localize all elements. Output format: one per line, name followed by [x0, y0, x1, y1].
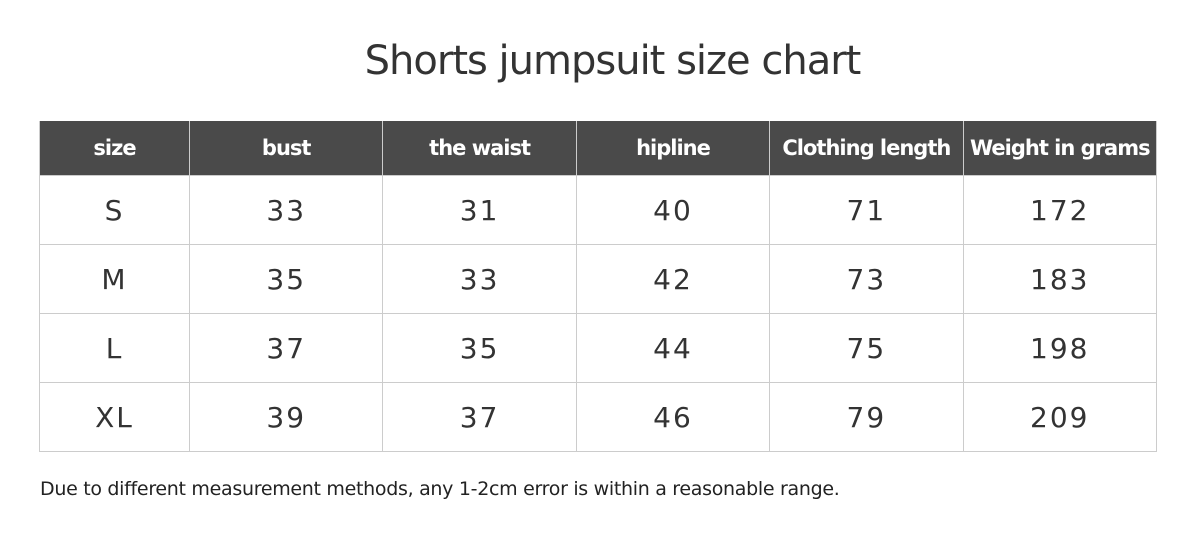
table-cell: L [39, 313, 190, 383]
table-row: XL 39 37 46 79 209 [39, 382, 1158, 452]
table-cell: 75 [769, 313, 964, 383]
table-cell: 31 [382, 175, 577, 245]
table-cell: 46 [575, 382, 771, 452]
table-cell: 37 [382, 382, 577, 452]
table-cell: 209 [962, 382, 1158, 452]
table-cell: 79 [769, 382, 964, 452]
measurement-note: Due to different measurement methods, an… [40, 478, 840, 500]
table-cell: 37 [188, 313, 384, 383]
table-cell: 183 [962, 244, 1158, 314]
table-cell: 39 [188, 382, 384, 452]
table-cell: 73 [769, 244, 964, 314]
table-cell: M [39, 244, 190, 314]
table-cell: 33 [382, 244, 577, 314]
table-row: L 37 35 44 75 198 [39, 313, 1158, 383]
page-title: Shorts jumpsuit size chart [364, 38, 862, 84]
table-cell: 40 [575, 175, 771, 245]
table-cell: S [39, 175, 190, 245]
table-cell: 33 [188, 175, 384, 245]
table-cell: 35 [382, 313, 577, 383]
table-cell: 42 [575, 244, 771, 314]
column-header: hipline [575, 121, 771, 176]
size-table: size bust the waist hipline Clothing length W… [39, 121, 1158, 452]
table-cell: XL [39, 382, 190, 452]
column-header: the waist [382, 121, 577, 176]
header-row: size bust the waist hipline Clothing length W… [39, 121, 1158, 176]
table-cell: 172 [962, 175, 1158, 245]
column-header: size [39, 121, 190, 176]
table-cell: 44 [575, 313, 771, 383]
column-header: Clothing length [769, 121, 964, 176]
table-row: M 35 33 42 73 183 [39, 244, 1158, 314]
table-row: S 33 31 40 71 172 [39, 175, 1158, 245]
table-cell: 35 [188, 244, 384, 314]
column-header: Weight in grams [962, 121, 1158, 176]
table-cell: 198 [962, 313, 1158, 383]
table-cell: 71 [769, 175, 964, 245]
column-header: bust [188, 121, 384, 176]
